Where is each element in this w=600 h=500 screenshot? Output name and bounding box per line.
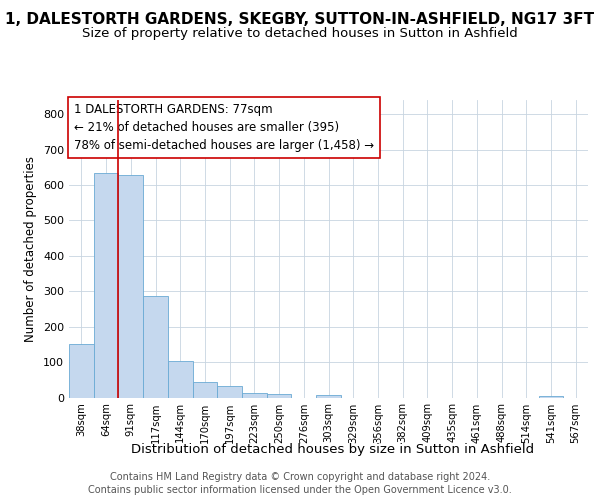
Bar: [316, 394, 341, 398]
Bar: [242, 393, 267, 398]
Text: Distribution of detached houses by size in Sutton in Ashfield: Distribution of detached houses by size …: [131, 442, 535, 456]
Bar: [539, 396, 563, 398]
Bar: [267, 394, 292, 398]
Bar: [217, 386, 242, 398]
Bar: [193, 382, 217, 398]
Text: Contains HM Land Registry data © Crown copyright and database right 2024.: Contains HM Land Registry data © Crown c…: [110, 472, 490, 482]
Text: 1, DALESTORTH GARDENS, SKEGBY, SUTTON-IN-ASHFIELD, NG17 3FT: 1, DALESTORTH GARDENS, SKEGBY, SUTTON-IN…: [5, 12, 595, 28]
Y-axis label: Number of detached properties: Number of detached properties: [25, 156, 37, 342]
Text: Contains public sector information licensed under the Open Government Licence v3: Contains public sector information licen…: [88, 485, 512, 495]
Bar: [143, 296, 168, 398]
Bar: [118, 175, 143, 398]
Text: 1 DALESTORTH GARDENS: 77sqm
← 21% of detached houses are smaller (395)
78% of se: 1 DALESTORTH GARDENS: 77sqm ← 21% of det…: [74, 103, 374, 152]
Bar: [69, 344, 94, 398]
Bar: [168, 362, 193, 398]
Text: Size of property relative to detached houses in Sutton in Ashfield: Size of property relative to detached ho…: [82, 28, 518, 40]
Bar: [94, 172, 118, 398]
